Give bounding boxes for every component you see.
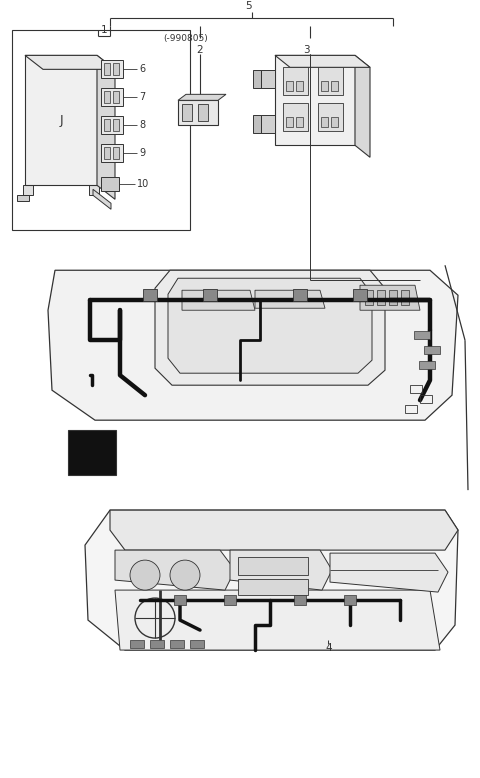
Bar xyxy=(286,117,293,128)
Polygon shape xyxy=(253,115,261,133)
Text: (-990805): (-990805) xyxy=(163,34,208,43)
Text: 5: 5 xyxy=(246,2,252,12)
Polygon shape xyxy=(115,590,440,650)
Polygon shape xyxy=(110,510,458,550)
Polygon shape xyxy=(293,289,307,301)
Bar xyxy=(296,82,303,91)
Polygon shape xyxy=(261,70,275,89)
Polygon shape xyxy=(130,640,144,648)
Polygon shape xyxy=(101,89,123,107)
Polygon shape xyxy=(424,346,440,354)
Bar xyxy=(238,579,308,595)
Text: 2: 2 xyxy=(197,45,204,55)
Polygon shape xyxy=(155,270,385,385)
Polygon shape xyxy=(25,55,97,185)
Text: 3: 3 xyxy=(303,45,309,55)
Polygon shape xyxy=(89,185,99,195)
Bar xyxy=(238,557,308,575)
Bar xyxy=(286,82,293,91)
Polygon shape xyxy=(178,94,226,100)
Polygon shape xyxy=(389,290,397,305)
Polygon shape xyxy=(85,510,458,650)
Polygon shape xyxy=(224,595,236,605)
Bar xyxy=(104,63,110,75)
Text: 4: 4 xyxy=(325,643,332,653)
Bar xyxy=(68,430,116,475)
Text: 7: 7 xyxy=(139,93,145,103)
Polygon shape xyxy=(344,595,356,605)
Bar xyxy=(12,30,190,230)
Bar xyxy=(113,119,119,131)
Bar xyxy=(331,117,338,128)
Polygon shape xyxy=(255,290,325,308)
Polygon shape xyxy=(275,55,355,145)
Polygon shape xyxy=(275,55,370,68)
Polygon shape xyxy=(143,289,157,301)
Bar xyxy=(113,63,119,75)
Polygon shape xyxy=(318,103,343,131)
Polygon shape xyxy=(353,289,367,301)
Bar xyxy=(104,147,110,159)
Polygon shape xyxy=(283,68,308,96)
Polygon shape xyxy=(93,189,111,209)
Polygon shape xyxy=(419,361,435,370)
Polygon shape xyxy=(230,550,332,590)
Polygon shape xyxy=(253,70,261,89)
Bar xyxy=(296,117,303,128)
Text: 1: 1 xyxy=(101,26,108,35)
Polygon shape xyxy=(401,290,409,305)
Polygon shape xyxy=(182,290,255,310)
Polygon shape xyxy=(97,55,115,199)
Bar xyxy=(113,91,119,103)
Polygon shape xyxy=(174,595,186,605)
Text: 10: 10 xyxy=(137,179,149,189)
Polygon shape xyxy=(283,103,308,131)
Text: J: J xyxy=(59,114,63,127)
Bar xyxy=(198,104,208,121)
Bar xyxy=(321,117,328,128)
Polygon shape xyxy=(261,115,275,133)
Polygon shape xyxy=(48,270,458,420)
Polygon shape xyxy=(25,55,115,69)
Polygon shape xyxy=(203,289,217,301)
Polygon shape xyxy=(190,640,204,648)
Polygon shape xyxy=(377,290,385,305)
Polygon shape xyxy=(294,595,306,605)
Polygon shape xyxy=(170,640,184,648)
Text: 8: 8 xyxy=(139,121,145,131)
Bar xyxy=(104,119,110,131)
Circle shape xyxy=(170,560,200,590)
Bar xyxy=(104,91,110,103)
Polygon shape xyxy=(101,177,119,191)
Text: 9: 9 xyxy=(139,149,145,158)
Polygon shape xyxy=(355,55,370,157)
Text: 6: 6 xyxy=(139,65,145,75)
Polygon shape xyxy=(23,185,33,195)
Bar xyxy=(182,104,192,121)
Polygon shape xyxy=(101,144,123,163)
Circle shape xyxy=(130,560,160,590)
Polygon shape xyxy=(365,290,373,305)
Bar xyxy=(113,147,119,159)
Polygon shape xyxy=(101,117,123,135)
Polygon shape xyxy=(178,100,218,125)
Bar xyxy=(331,82,338,91)
Polygon shape xyxy=(101,61,123,79)
Polygon shape xyxy=(150,640,164,648)
Polygon shape xyxy=(17,195,29,202)
Polygon shape xyxy=(360,286,420,310)
Bar xyxy=(321,82,328,91)
Polygon shape xyxy=(168,279,372,373)
Polygon shape xyxy=(330,553,448,592)
Polygon shape xyxy=(414,331,430,339)
Polygon shape xyxy=(318,68,343,96)
Polygon shape xyxy=(115,550,235,590)
